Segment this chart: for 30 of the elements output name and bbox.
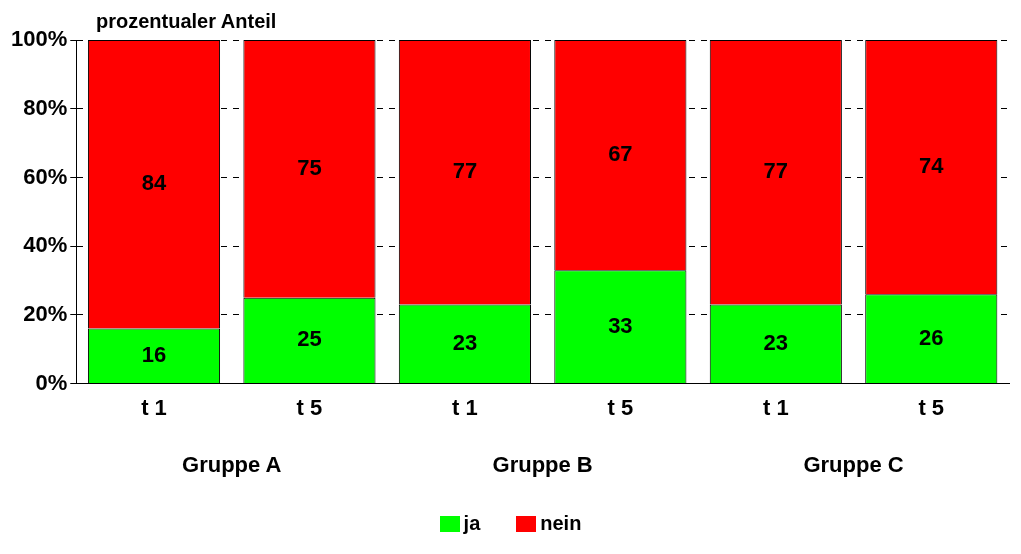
y-tick-label: 60%: [23, 163, 68, 189]
data-label: 74: [919, 153, 945, 179]
legend-label: nein: [540, 512, 582, 535]
data-label: 77: [763, 158, 789, 184]
x-tick-label: t 5: [918, 394, 945, 420]
y-tick-label: 20%: [23, 300, 68, 326]
legend-label: ja: [463, 512, 481, 535]
y-axis-title: prozentualer Anteil: [96, 9, 277, 32]
y-tick-label: 100%: [10, 26, 68, 52]
y-tick-label: 0%: [35, 369, 68, 395]
y-tick-label: 80%: [23, 94, 68, 120]
x-tick-label: t 1: [762, 394, 789, 420]
x-tick-label: t 5: [296, 394, 323, 420]
data-label: 84: [141, 170, 167, 196]
data-label: 33: [608, 312, 633, 338]
data-label: 23: [452, 329, 478, 355]
data-label: 77: [452, 158, 478, 184]
text: Gruppe A: [182, 451, 282, 477]
data-label: 16: [141, 341, 167, 367]
data-label: 75: [297, 154, 322, 180]
text: Gruppe C: [803, 451, 904, 477]
data-label: 25: [297, 326, 322, 352]
x-tick-label: t 1: [452, 394, 478, 420]
text: Gruppe B: [492, 451, 593, 477]
data-label: 67: [608, 141, 633, 167]
y-tick-label: 40%: [23, 232, 68, 258]
x-tick-label: t 5: [607, 394, 634, 420]
data-label: 26: [919, 324, 944, 350]
x-tick-label: t 1: [141, 394, 167, 420]
data-label: 23: [763, 329, 789, 355]
